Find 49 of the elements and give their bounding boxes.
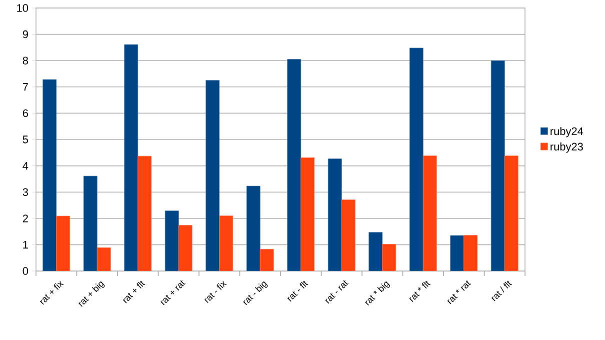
x-tick-label: rat - big [243,281,268,306]
y-tick-label: 4 [22,162,28,170]
x-tick-label: rat - fix [204,280,227,304]
y-tick-label: 9 [22,30,28,38]
y-tick-label: 0 [22,267,28,275]
bar [287,59,302,271]
y-tick-label: 3 [22,188,28,196]
bar [422,156,437,271]
bar [504,156,518,271]
y-tick-label: 8 [22,56,28,64]
bar [42,79,57,271]
y-tick-label: 7 [22,83,28,91]
bar [219,216,234,271]
bar [246,186,260,271]
x-tick-label: rat / flt [492,280,512,302]
bar [83,176,98,271]
x-tick-label: rat * flt [409,280,430,302]
bar [409,48,424,271]
y-tick-label: 1 [23,240,28,248]
y-tick-label: 6 [22,109,28,118]
bar [328,158,342,271]
bar [164,210,179,271]
bar [178,225,192,271]
legend-label: ruby24 [550,127,584,138]
x-tick-label: rat + flt [122,280,146,304]
x-tick-label: rat * big [365,281,390,306]
bar [341,200,356,271]
bar [96,247,111,271]
bar [206,80,220,271]
legend-label: ruby23 [550,142,583,153]
bar [124,44,138,271]
bar [490,60,505,271]
x-tick-label: rat + fix [40,280,64,305]
x-tick-label: rat - flt [287,280,308,302]
bar [464,235,478,271]
y-tick-label: 5 [22,136,28,144]
x-tick-label: rat + rat [160,280,186,306]
x-tick-label: rat - rat [325,280,348,304]
bar [260,248,274,271]
x-tick-label: rat + big [78,281,105,307]
bar [138,156,152,271]
y-tick-label: 2 [22,214,28,222]
bar [450,235,464,271]
bar [300,157,315,271]
x-tick-label: rat * rat [447,280,472,304]
y-tick-label: 10 [17,4,28,12]
bar [382,244,396,271]
bar [56,216,70,271]
bar [368,232,383,271]
